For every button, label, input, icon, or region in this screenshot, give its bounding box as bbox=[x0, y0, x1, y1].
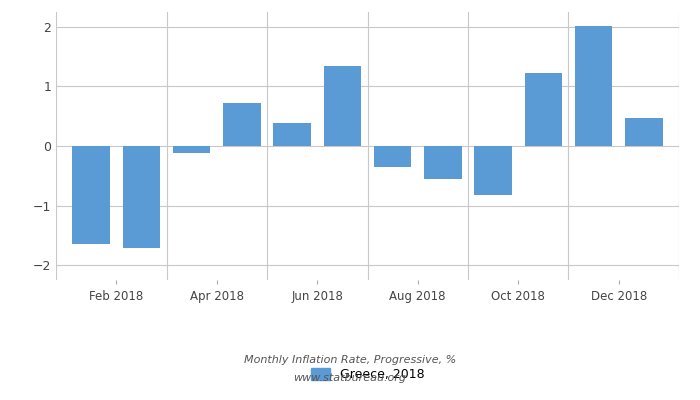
Bar bbox=[625, 118, 663, 146]
Text: Monthly Inflation Rate, Progressive, %: Monthly Inflation Rate, Progressive, % bbox=[244, 355, 456, 365]
Bar bbox=[374, 146, 412, 167]
Bar bbox=[424, 146, 462, 179]
Bar bbox=[524, 73, 562, 146]
Bar bbox=[173, 146, 211, 153]
Bar bbox=[72, 146, 110, 244]
Text: www.statbureau.org: www.statbureau.org bbox=[293, 373, 407, 383]
Bar bbox=[122, 146, 160, 248]
Legend: Greece, 2018: Greece, 2018 bbox=[306, 363, 429, 386]
Bar bbox=[575, 26, 612, 146]
Bar bbox=[475, 146, 512, 195]
Bar bbox=[323, 66, 361, 146]
Bar bbox=[273, 123, 311, 146]
Bar bbox=[223, 103, 260, 146]
